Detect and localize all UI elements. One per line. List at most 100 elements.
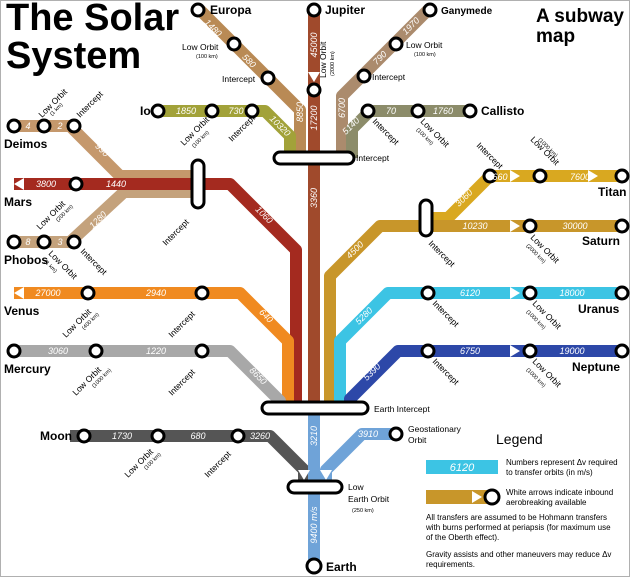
dv-earth-a: 9400 m/s [309, 506, 319, 544]
name-saturn: Saturn [582, 234, 620, 248]
map-title-line1: The Solar [6, 0, 179, 39]
line-titan [428, 170, 622, 224]
station-jupiter-low-orbit [306, 82, 322, 98]
stations [6, 2, 630, 575]
label-ganymede-low-orbit-alt: (100 km) [414, 52, 436, 58]
station-io-low-orbit [204, 103, 220, 119]
aerobrake-arrow-jupiter [308, 72, 320, 82]
station-io [150, 103, 166, 119]
dv-moon-c: 3260 [250, 431, 270, 441]
station-phobos-intercept [66, 234, 82, 250]
label-earth-intercept: Earth Intercept [374, 404, 430, 414]
dv-phobos-a: 8 [25, 237, 30, 247]
aerobrake-arrow-mars [14, 178, 24, 190]
dv-callisto-b: 1760 [433, 106, 453, 116]
legend-note1-line2: with burns performed at periapsis (for m… [425, 523, 611, 532]
station-mars-low-orbit [68, 176, 84, 192]
legend-note2-line1: Gravity assists and other maneuvers may … [426, 550, 611, 559]
name-moon: Moon [40, 429, 72, 443]
station-callisto [462, 103, 478, 119]
name-phobos: Phobos [4, 253, 48, 267]
station-neptune-intercept [420, 343, 436, 359]
dv-neptune-b: 19000 [559, 346, 584, 356]
line-mercury [14, 345, 286, 408]
legend-heading: Legend [496, 431, 543, 447]
aerobrake-arrow-leo-1 [298, 470, 310, 480]
label-ganymede-intercept: Intercept [372, 72, 406, 82]
aerobrake-arrow-titan-2 [588, 170, 598, 182]
legend-item2-line1: White arrows indicate inbound [506, 488, 613, 497]
label-neptune-intercept: Intercept [431, 356, 462, 387]
name-mercury: Mercury [4, 362, 51, 376]
name-uranus: Uranus [578, 302, 620, 316]
label-geo-line2: Orbit [408, 435, 427, 445]
name-io: Io [140, 104, 151, 118]
dv-jupiter-c: 3360 [309, 188, 319, 208]
body-names: Europa Jupiter Ganymede Io Callisto Deim… [4, 3, 626, 574]
dv-leo-a: 3210 [309, 426, 319, 446]
leo-bar [286, 479, 344, 495]
map-subtitle-line2: map [536, 26, 575, 47]
dv-io-a: 1850 [176, 106, 196, 116]
name-ganymede: Ganymede [441, 6, 493, 17]
legend-note1-line1: All transfers are assumed to be Hohmann … [426, 513, 607, 522]
station-mercury-intercept [194, 343, 210, 359]
label-deimos-intercept: Intercept [74, 89, 105, 120]
aerobrake-arrow-uranus [510, 287, 520, 299]
station-moon-intercept [230, 428, 246, 444]
legend-item1-line1: Numbers represent Δv required [506, 458, 618, 467]
dv-moon-b: 680 [190, 431, 205, 441]
station-uranus-intercept [420, 285, 436, 301]
station-mercury-low-orbit [88, 343, 104, 359]
station-moon-low-orbit [150, 428, 166, 444]
name-titan: Titan [598, 185, 626, 199]
label-europa-low-orbit-alt: (100 km) [196, 54, 218, 60]
dv-titan-b: 7600 [570, 172, 590, 182]
line-mars [14, 178, 302, 408]
label-mars-intercept: Intercept [160, 217, 191, 248]
aerobraking-arrows [14, 72, 598, 480]
dv-saturn-a: 10230 [462, 221, 487, 231]
dv-ganymede-c: 6700 [337, 98, 347, 118]
name-venus: Venus [4, 304, 40, 318]
station-venus-intercept [194, 285, 210, 301]
aerobrake-arrow-leo-2 [320, 470, 332, 480]
map-subtitle-line1: A subway [536, 6, 624, 27]
station-titan-intercept [482, 168, 498, 184]
station-ganymede-low-orbit [388, 36, 404, 52]
dv-deimos-a: 4 [25, 121, 30, 131]
aerobrake-arrow-neptune [510, 345, 520, 357]
name-neptune: Neptune [572, 360, 620, 374]
dv-neptune-a: 6750 [460, 346, 480, 356]
station-saturn-low-orbit [522, 218, 538, 234]
label-jupiter-low-orbit-alt: (2000 km) [330, 51, 336, 76]
dv-phobos-b: 3 [57, 237, 62, 247]
label-jupiter-low-orbit: Low Orbit [318, 41, 328, 78]
name-europa: Europa [210, 3, 252, 17]
dv-titan-a: 660 [492, 172, 507, 182]
interchanges [190, 150, 434, 495]
name-deimos: Deimos [4, 137, 48, 151]
station-ganymede [422, 2, 438, 18]
dv-geo-a: 3910 [358, 429, 378, 439]
dv-mercury-b: 1220 [146, 346, 166, 356]
station-callisto-low-orbit [410, 103, 426, 119]
station-phobos-low-orbit [36, 234, 52, 250]
label-uranus-intercept: Intercept [431, 298, 462, 329]
station-uranus-low-orbit [522, 285, 538, 301]
dv-venus-a: 27000 [34, 288, 60, 298]
station-titan-low-orbit [532, 168, 548, 184]
station-neptune [614, 343, 630, 359]
label-venus-intercept: Intercept [166, 309, 197, 340]
line-moon [70, 430, 310, 487]
line-saturn [324, 220, 622, 408]
station-callisto-intercept [360, 103, 376, 119]
label-titan-low-orbit: Low Orbit [529, 134, 562, 167]
station-earth [305, 557, 323, 575]
line-uranus [334, 287, 622, 408]
name-callisto: Callisto [481, 104, 524, 118]
label-mercury-intercept: Intercept [166, 367, 197, 398]
label-ganymede-low-orbit: Low Orbit [406, 40, 443, 50]
station-moon [76, 428, 92, 444]
